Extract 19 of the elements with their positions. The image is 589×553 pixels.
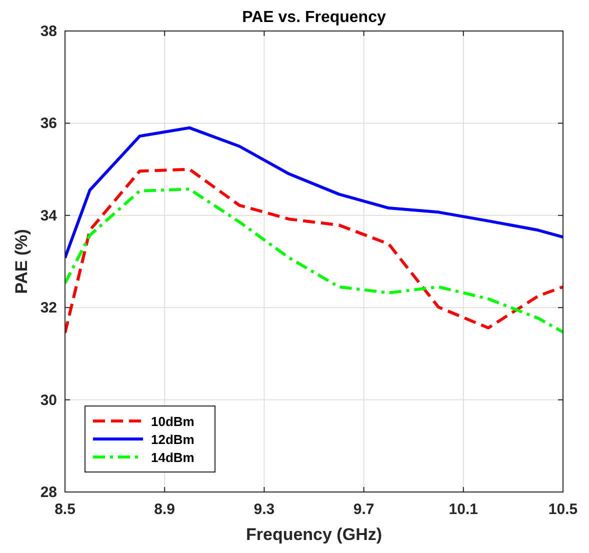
x-tick-label: 8.9 xyxy=(154,501,176,518)
line-series xyxy=(65,126,563,260)
y-axis-title: PAE (%) xyxy=(12,229,31,294)
x-tick-label: 9.3 xyxy=(254,501,275,518)
x-tick-label: 10.1 xyxy=(448,501,478,518)
y-tick-label: 28 xyxy=(40,484,57,501)
y-tick-label: 34 xyxy=(40,207,58,224)
legend-label: 12dBm xyxy=(151,432,194,447)
x-tick-label: 9.7 xyxy=(353,501,374,518)
y-tick-label: 36 xyxy=(40,115,57,132)
legend-label: 10dBm xyxy=(151,414,194,429)
y-tick-label: 38 xyxy=(40,23,57,40)
x-tick-label: 8.5 xyxy=(54,501,76,518)
x-tick-label: 10.5 xyxy=(548,501,578,518)
legend-label: 14dBm xyxy=(151,450,194,465)
y-tick-label: 32 xyxy=(40,300,57,317)
x-axis-title: Frequency (GHz) xyxy=(246,525,382,544)
y-tick-label: 30 xyxy=(40,392,57,409)
chart-title: PAE vs. Frequency xyxy=(242,9,386,26)
